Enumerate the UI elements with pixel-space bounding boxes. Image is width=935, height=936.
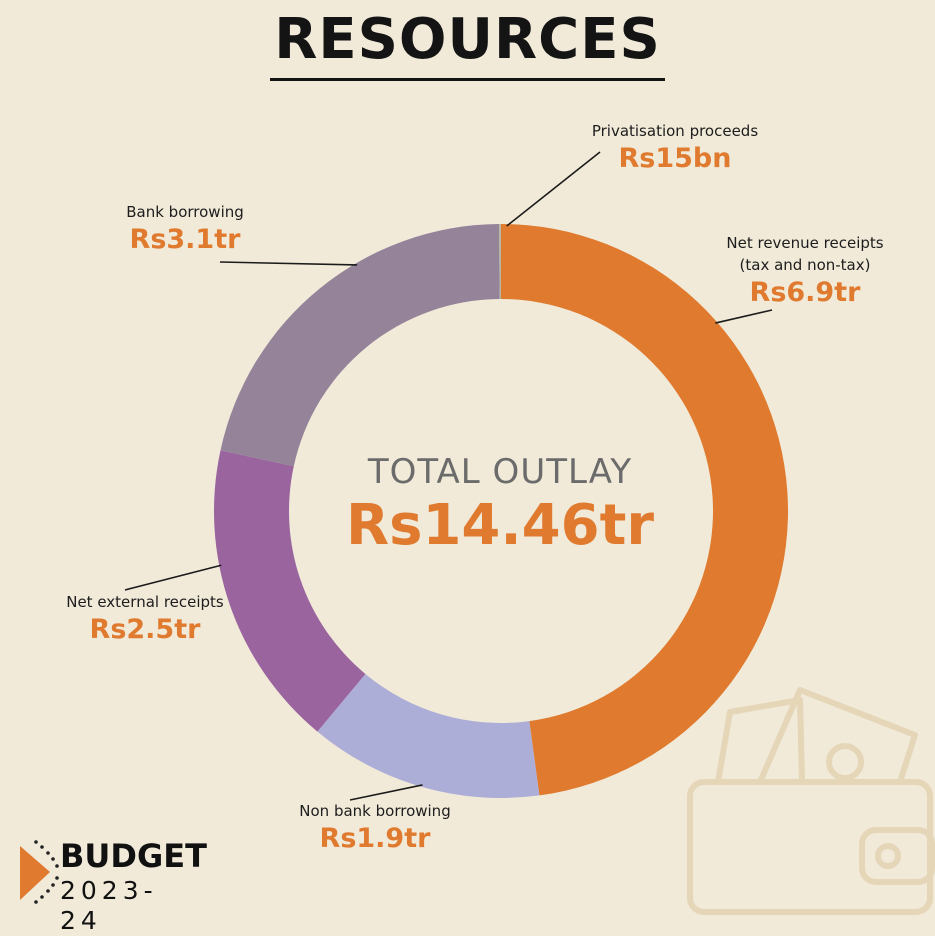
label-bank: Bank borrowing Rs3.1tr xyxy=(90,201,280,257)
center-value-wrap: Rs14.46tr xyxy=(300,494,700,558)
label-bank-name: Bank borrowing xyxy=(126,203,244,221)
label-non-bank-name: Non bank borrowing xyxy=(299,802,451,820)
page-title: RESOURCES xyxy=(270,8,665,81)
label-net-revenue: Net revenue receipts (tax and non-tax) R… xyxy=(690,232,920,310)
brand-line2: 2023-24 xyxy=(60,876,158,935)
leader-line-net-external-receipts xyxy=(124,564,222,591)
brand-line1: BUDGET xyxy=(60,837,207,875)
slice-net-external-receipts xyxy=(213,450,366,732)
leader-line-privatisation-proceeds xyxy=(506,151,601,227)
leader-line-net-revenue-receipts xyxy=(715,309,773,324)
play-dots-icon xyxy=(20,840,59,904)
donut-slices xyxy=(213,224,789,798)
label-non-bank-value: Rs1.9tr xyxy=(319,823,431,854)
label-privatisation-name: Privatisation proceeds xyxy=(591,122,759,140)
slice-non-bank-borrowing xyxy=(317,673,540,798)
leader-line-bank-borrowing xyxy=(219,261,358,266)
label-net-external: Net external receipts Rs2.5tr xyxy=(30,591,260,647)
slice-bank-borrowing xyxy=(220,224,500,467)
center-title: TOTAL OUTLAY xyxy=(367,452,633,492)
label-net-revenue-sub: (tax and non-tax) xyxy=(739,256,871,274)
label-bank-value: Rs3.1tr xyxy=(129,224,241,255)
label-privatisation: Privatisation proceeds Rs15bn xyxy=(560,120,790,176)
label-privatisation-value: Rs15bn xyxy=(618,143,732,174)
center-value: Rs14.46tr xyxy=(346,493,654,558)
wallet-icon xyxy=(687,687,935,915)
label-non-bank: Non bank borrowing Rs1.9tr xyxy=(260,800,490,856)
label-net-external-name: Net external receipts xyxy=(66,593,224,611)
slice-net-revenue-receipts xyxy=(501,224,789,796)
leader-lines xyxy=(124,151,773,801)
label-net-revenue-name: Net revenue receipts xyxy=(726,234,884,252)
page-title-wrap: RESOURCES xyxy=(0,8,935,81)
label-net-external-value: Rs2.5tr xyxy=(89,614,201,645)
slice-privatisation-proceeds xyxy=(499,224,501,300)
center-label-wrap: TOTAL OUTLAY xyxy=(300,450,700,494)
leader-line-non-bank-borrowing xyxy=(349,784,423,801)
label-net-revenue-value: Rs6.9tr xyxy=(749,277,861,308)
